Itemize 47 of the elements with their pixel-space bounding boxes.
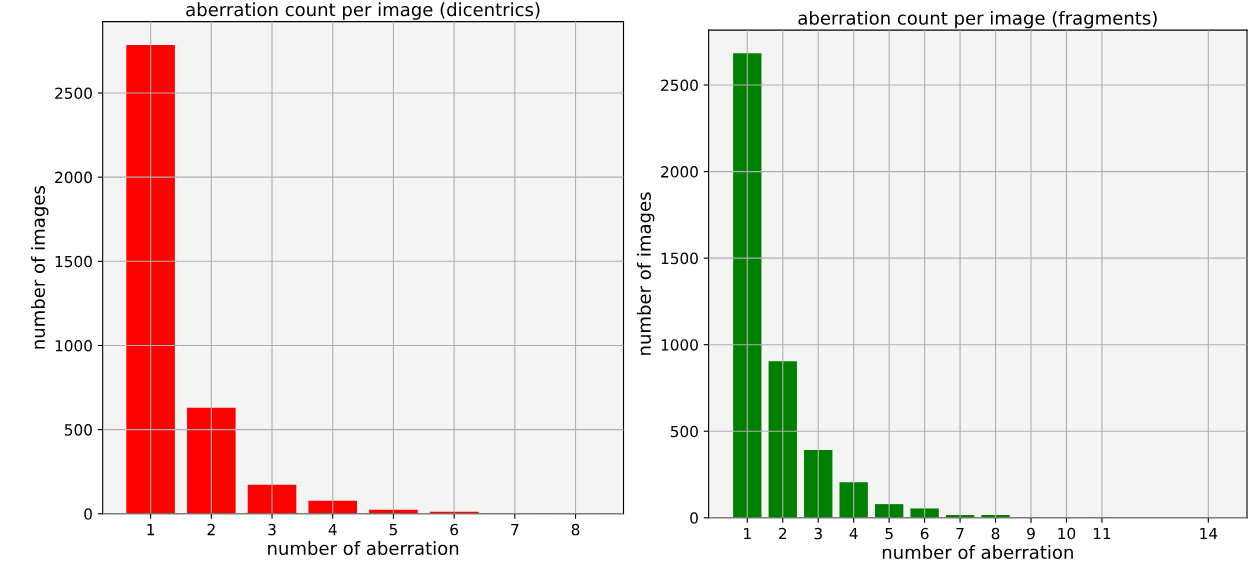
x-tick-label: 11 xyxy=(1093,527,1111,540)
bar xyxy=(839,482,868,518)
x-tick-label: 1 xyxy=(147,524,155,536)
y-tick-label: 1500 xyxy=(55,255,92,268)
x-tick-label: 8 xyxy=(571,523,580,536)
y-axis-title: number of images xyxy=(31,186,49,349)
x-tick-label: 5 xyxy=(389,524,397,536)
y-tick-label: 2000 xyxy=(661,166,698,178)
y-tick-label: 2000 xyxy=(55,171,92,184)
bar xyxy=(768,361,797,518)
x-tick-label: 3 xyxy=(814,527,822,540)
y-tick-label: 0 xyxy=(690,512,698,524)
x-tick-label: 8 xyxy=(991,527,1000,540)
x-tick-label: 5 xyxy=(885,527,893,540)
x-tick-label: 7 xyxy=(956,527,964,540)
x-axis-title: number of aberration xyxy=(882,545,1073,560)
y-tick-label: 1000 xyxy=(661,339,698,351)
y-tick-label: 2500 xyxy=(661,79,698,92)
bar xyxy=(247,484,297,514)
x-tick-label: 6 xyxy=(920,527,929,540)
bar xyxy=(910,508,939,518)
x-axis-title: number of aberration xyxy=(268,541,459,556)
x-tick-label: 4 xyxy=(849,527,858,540)
x-tick-label: 14 xyxy=(1200,527,1218,540)
x-tick-label: 6 xyxy=(450,523,459,536)
bar xyxy=(126,45,175,514)
bar xyxy=(308,500,358,514)
bar xyxy=(187,407,236,514)
y-tick-label: 500 xyxy=(670,425,698,438)
y-tick-label: 1000 xyxy=(55,339,92,352)
y-tick-label: 1500 xyxy=(661,252,698,265)
y-axis-title: number of images xyxy=(637,192,655,355)
y-tick-label: 2500 xyxy=(55,87,92,100)
x-tick-label: 3 xyxy=(268,523,276,536)
y-tick-label: 0 xyxy=(84,508,92,520)
chart-title: aberration count per image (fragments) xyxy=(798,10,1157,29)
x-tick-label: 9 xyxy=(1027,527,1035,540)
x-tick-label: 2 xyxy=(207,523,215,536)
x-tick-label: 7 xyxy=(511,524,519,536)
bar xyxy=(804,450,833,518)
x-tick-label: 4 xyxy=(328,524,337,536)
chart-title: aberration count per image (dicentrics) xyxy=(186,2,540,20)
bar xyxy=(733,53,762,518)
y-tick-label: 500 xyxy=(64,424,92,436)
x-tick-label: 10 xyxy=(1058,527,1076,540)
x-tick-label: 1 xyxy=(744,527,751,540)
x-tick-label: 2 xyxy=(779,527,787,540)
